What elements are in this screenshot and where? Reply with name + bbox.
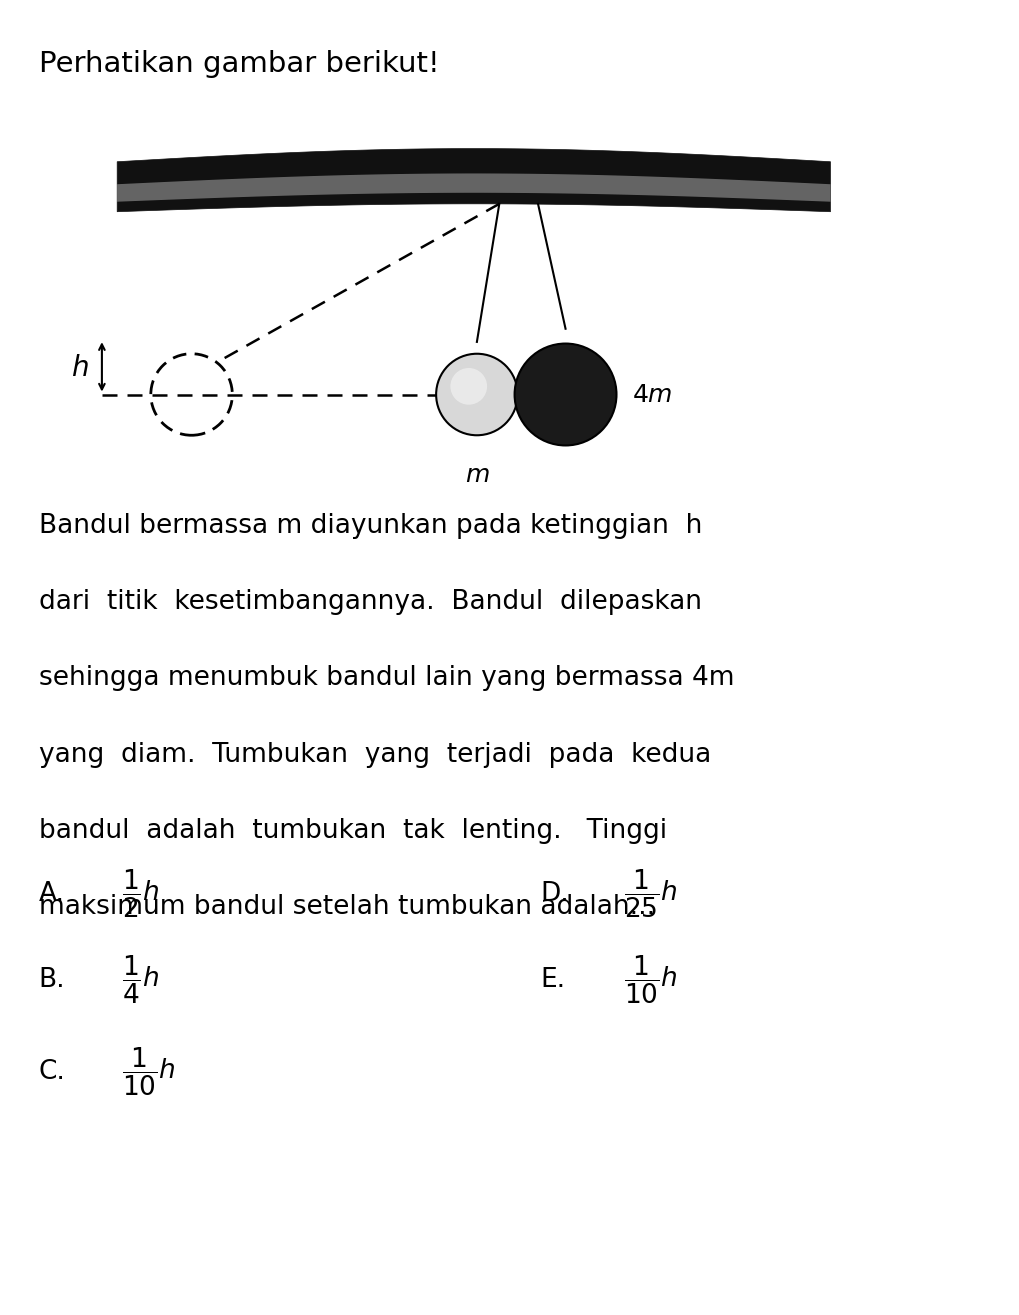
Ellipse shape — [515, 343, 616, 446]
Text: D.: D. — [540, 881, 569, 907]
Text: $\dfrac{1}{25}h$: $\dfrac{1}{25}h$ — [624, 868, 678, 920]
Text: $4m$: $4m$ — [632, 383, 673, 406]
Text: maksimum bandul setelah tumbukan adalah...: maksimum bandul setelah tumbukan adalah.… — [39, 894, 655, 920]
Text: $h$: $h$ — [70, 354, 89, 383]
Text: $m$: $m$ — [465, 463, 489, 487]
Text: bandul  adalah  tumbukan  tak  lenting.   Tinggi: bandul adalah tumbukan tak lenting. Ting… — [39, 818, 666, 844]
Text: B.: B. — [39, 967, 65, 993]
Text: $\dfrac{1}{10}h$: $\dfrac{1}{10}h$ — [624, 953, 678, 1006]
Polygon shape — [117, 149, 830, 212]
Text: $\dfrac{1}{2}h$: $\dfrac{1}{2}h$ — [122, 868, 159, 920]
Text: C.: C. — [39, 1059, 65, 1085]
Ellipse shape — [450, 368, 487, 405]
Text: $\dfrac{1}{4}h$: $\dfrac{1}{4}h$ — [122, 953, 159, 1006]
Text: sehingga menumbuk bandul lain yang bermassa 4m: sehingga menumbuk bandul lain yang berma… — [39, 665, 735, 692]
Text: E.: E. — [540, 967, 566, 993]
Text: Perhatikan gambar berikut!: Perhatikan gambar berikut! — [39, 50, 439, 78]
Polygon shape — [117, 174, 830, 201]
Ellipse shape — [436, 354, 518, 435]
Text: yang  diam.  Tumbukan  yang  terjadi  pada  kedua: yang diam. Tumbukan yang terjadi pada ke… — [39, 742, 711, 768]
Text: Bandul bermassa m diayunkan pada ketinggian  h: Bandul bermassa m diayunkan pada ketingg… — [39, 513, 702, 539]
Text: dari  titik  kesetimbangannya.  Bandul  dilepaskan: dari titik kesetimbangannya. Bandul dile… — [39, 589, 702, 615]
Text: $\dfrac{1}{10}h$: $\dfrac{1}{10}h$ — [122, 1045, 176, 1098]
Text: A.: A. — [39, 881, 65, 907]
